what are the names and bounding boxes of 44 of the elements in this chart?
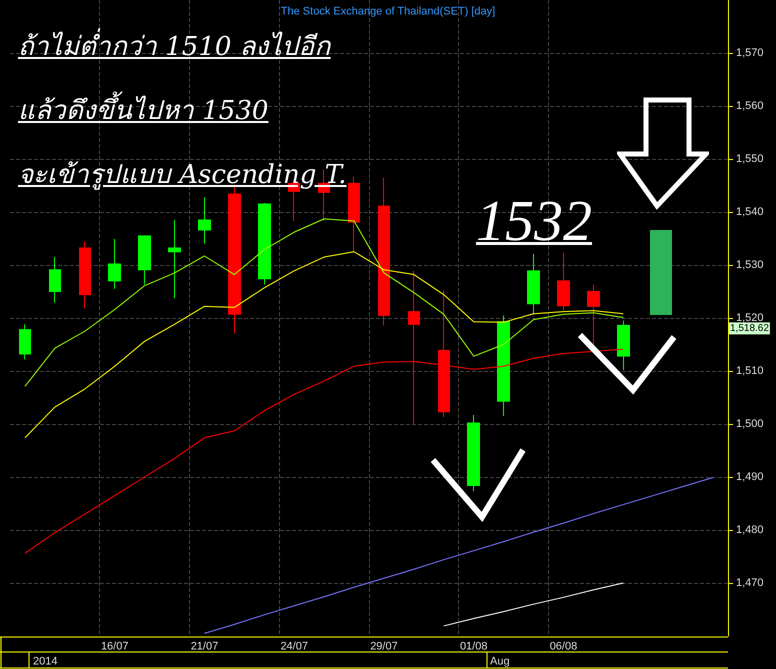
y-tick-label: 1,560: [736, 100, 764, 112]
annotation: จะเข้ารูปแบบ Ascending T.: [18, 159, 346, 192]
x-tick-label: 16/07: [100, 640, 128, 652]
candlestick: [527, 253, 540, 315]
y-tick-label: 1,500: [736, 418, 764, 430]
y-tick-label: 1,470: [736, 577, 764, 589]
candlestick: [467, 414, 480, 492]
chart-title: The Stock Exchange of Thailand(SET) [day]: [280, 6, 496, 18]
y-tick-label: 1,490: [736, 471, 764, 483]
candlestick: [378, 177, 390, 326]
text: 2014: [33, 656, 58, 668]
annotation: 1532: [476, 188, 592, 253]
x-tick-label: 01/08: [460, 640, 488, 652]
candlestick: [557, 252, 570, 312]
annotation: ถ้าไม่ต่ำกว่า 1510 ลงไปอีก: [18, 30, 331, 64]
line-series: [443, 582, 624, 626]
x-tick-label: 29/07: [370, 640, 398, 652]
candlestick: [49, 256, 61, 304]
candlestick: [348, 176, 360, 252]
candlestick: [138, 235, 151, 286]
x-tick-label: 06/08: [550, 640, 578, 652]
y-tick-label: 1,480: [736, 524, 764, 536]
line-series: [204, 477, 714, 634]
x-tick-label: 24/07: [280, 640, 308, 652]
candlestick: [108, 238, 121, 290]
candlestick: [497, 314, 510, 417]
y-tick-label: 1,570: [736, 47, 764, 59]
y-tick-label: 1,540: [736, 206, 764, 218]
text: Aug: [490, 656, 510, 668]
x-tick-label: 21/07: [190, 640, 218, 652]
line-series: [24, 251, 624, 438]
candlestick: [168, 219, 181, 299]
y-tick-label: 1,550: [736, 153, 764, 165]
text: 1,518.62: [730, 322, 770, 334]
candlestick: [258, 202, 271, 286]
annotation: แล้วดึงขึ้นไปหา 1530: [18, 94, 268, 128]
candlestick: [79, 241, 91, 309]
candlestick: [617, 320, 630, 370]
candlestick: [587, 284, 600, 348]
candlestick: [19, 324, 31, 360]
y-tick-label: 1,530: [736, 259, 764, 271]
candlestick: [198, 196, 211, 244]
y-tick-label: 1,510: [736, 365, 764, 377]
y-tick-label: 1,520: [736, 312, 764, 324]
